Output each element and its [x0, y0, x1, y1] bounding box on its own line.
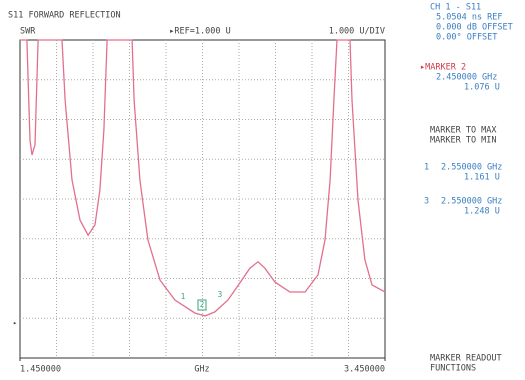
trace: [20, 39, 386, 317]
offset-db: 0.000 dB OFFSET: [436, 23, 513, 33]
marker-label: 3: [424, 197, 429, 207]
chart-title: S11 FORWARD REFLECTION: [8, 11, 121, 21]
trace-marker: 3: [218, 290, 223, 299]
active-marker[interactable]: ▸MARKER 2: [420, 63, 466, 73]
x-tick-label: 3.450000: [344, 365, 385, 375]
x-tick-label: 1.450000: [20, 365, 61, 375]
trace-marker: 2: [200, 300, 205, 309]
channel: CH 1 - S11: [430, 3, 481, 13]
y-label: SWR: [20, 27, 36, 37]
menu-item[interactable]: MARKER TO MAX: [430, 126, 497, 136]
marker-label: 1: [424, 163, 429, 173]
reference: ▸REF=1.000 U: [169, 27, 230, 37]
scale: 1.000 U/DIV: [329, 27, 385, 37]
delay: 5.0504 ns REF: [436, 13, 503, 23]
menu-item[interactable]: MARKER TO MIN: [430, 136, 497, 146]
active-freq: 2.450000 GHz: [436, 73, 497, 83]
trace-marker: 1: [181, 292, 186, 301]
x-label: GHz: [194, 365, 209, 375]
marker-box: [197, 299, 207, 311]
marker-value: 1.161 U: [464, 173, 500, 183]
footer[interactable]: MARKER READOUT: [430, 354, 502, 364]
offset-deg: 0.00° OFFSET: [436, 33, 497, 43]
marker-freq: 2.550000 GHz: [441, 197, 502, 207]
marker-value: 1.248 U: [464, 207, 500, 217]
active-value: 1.076 U: [464, 83, 500, 93]
marker-freq: 2.550000 GHz: [441, 163, 502, 173]
footer[interactable]: FUNCTIONS: [430, 364, 476, 374]
ref-arrow: ▸: [13, 319, 17, 327]
